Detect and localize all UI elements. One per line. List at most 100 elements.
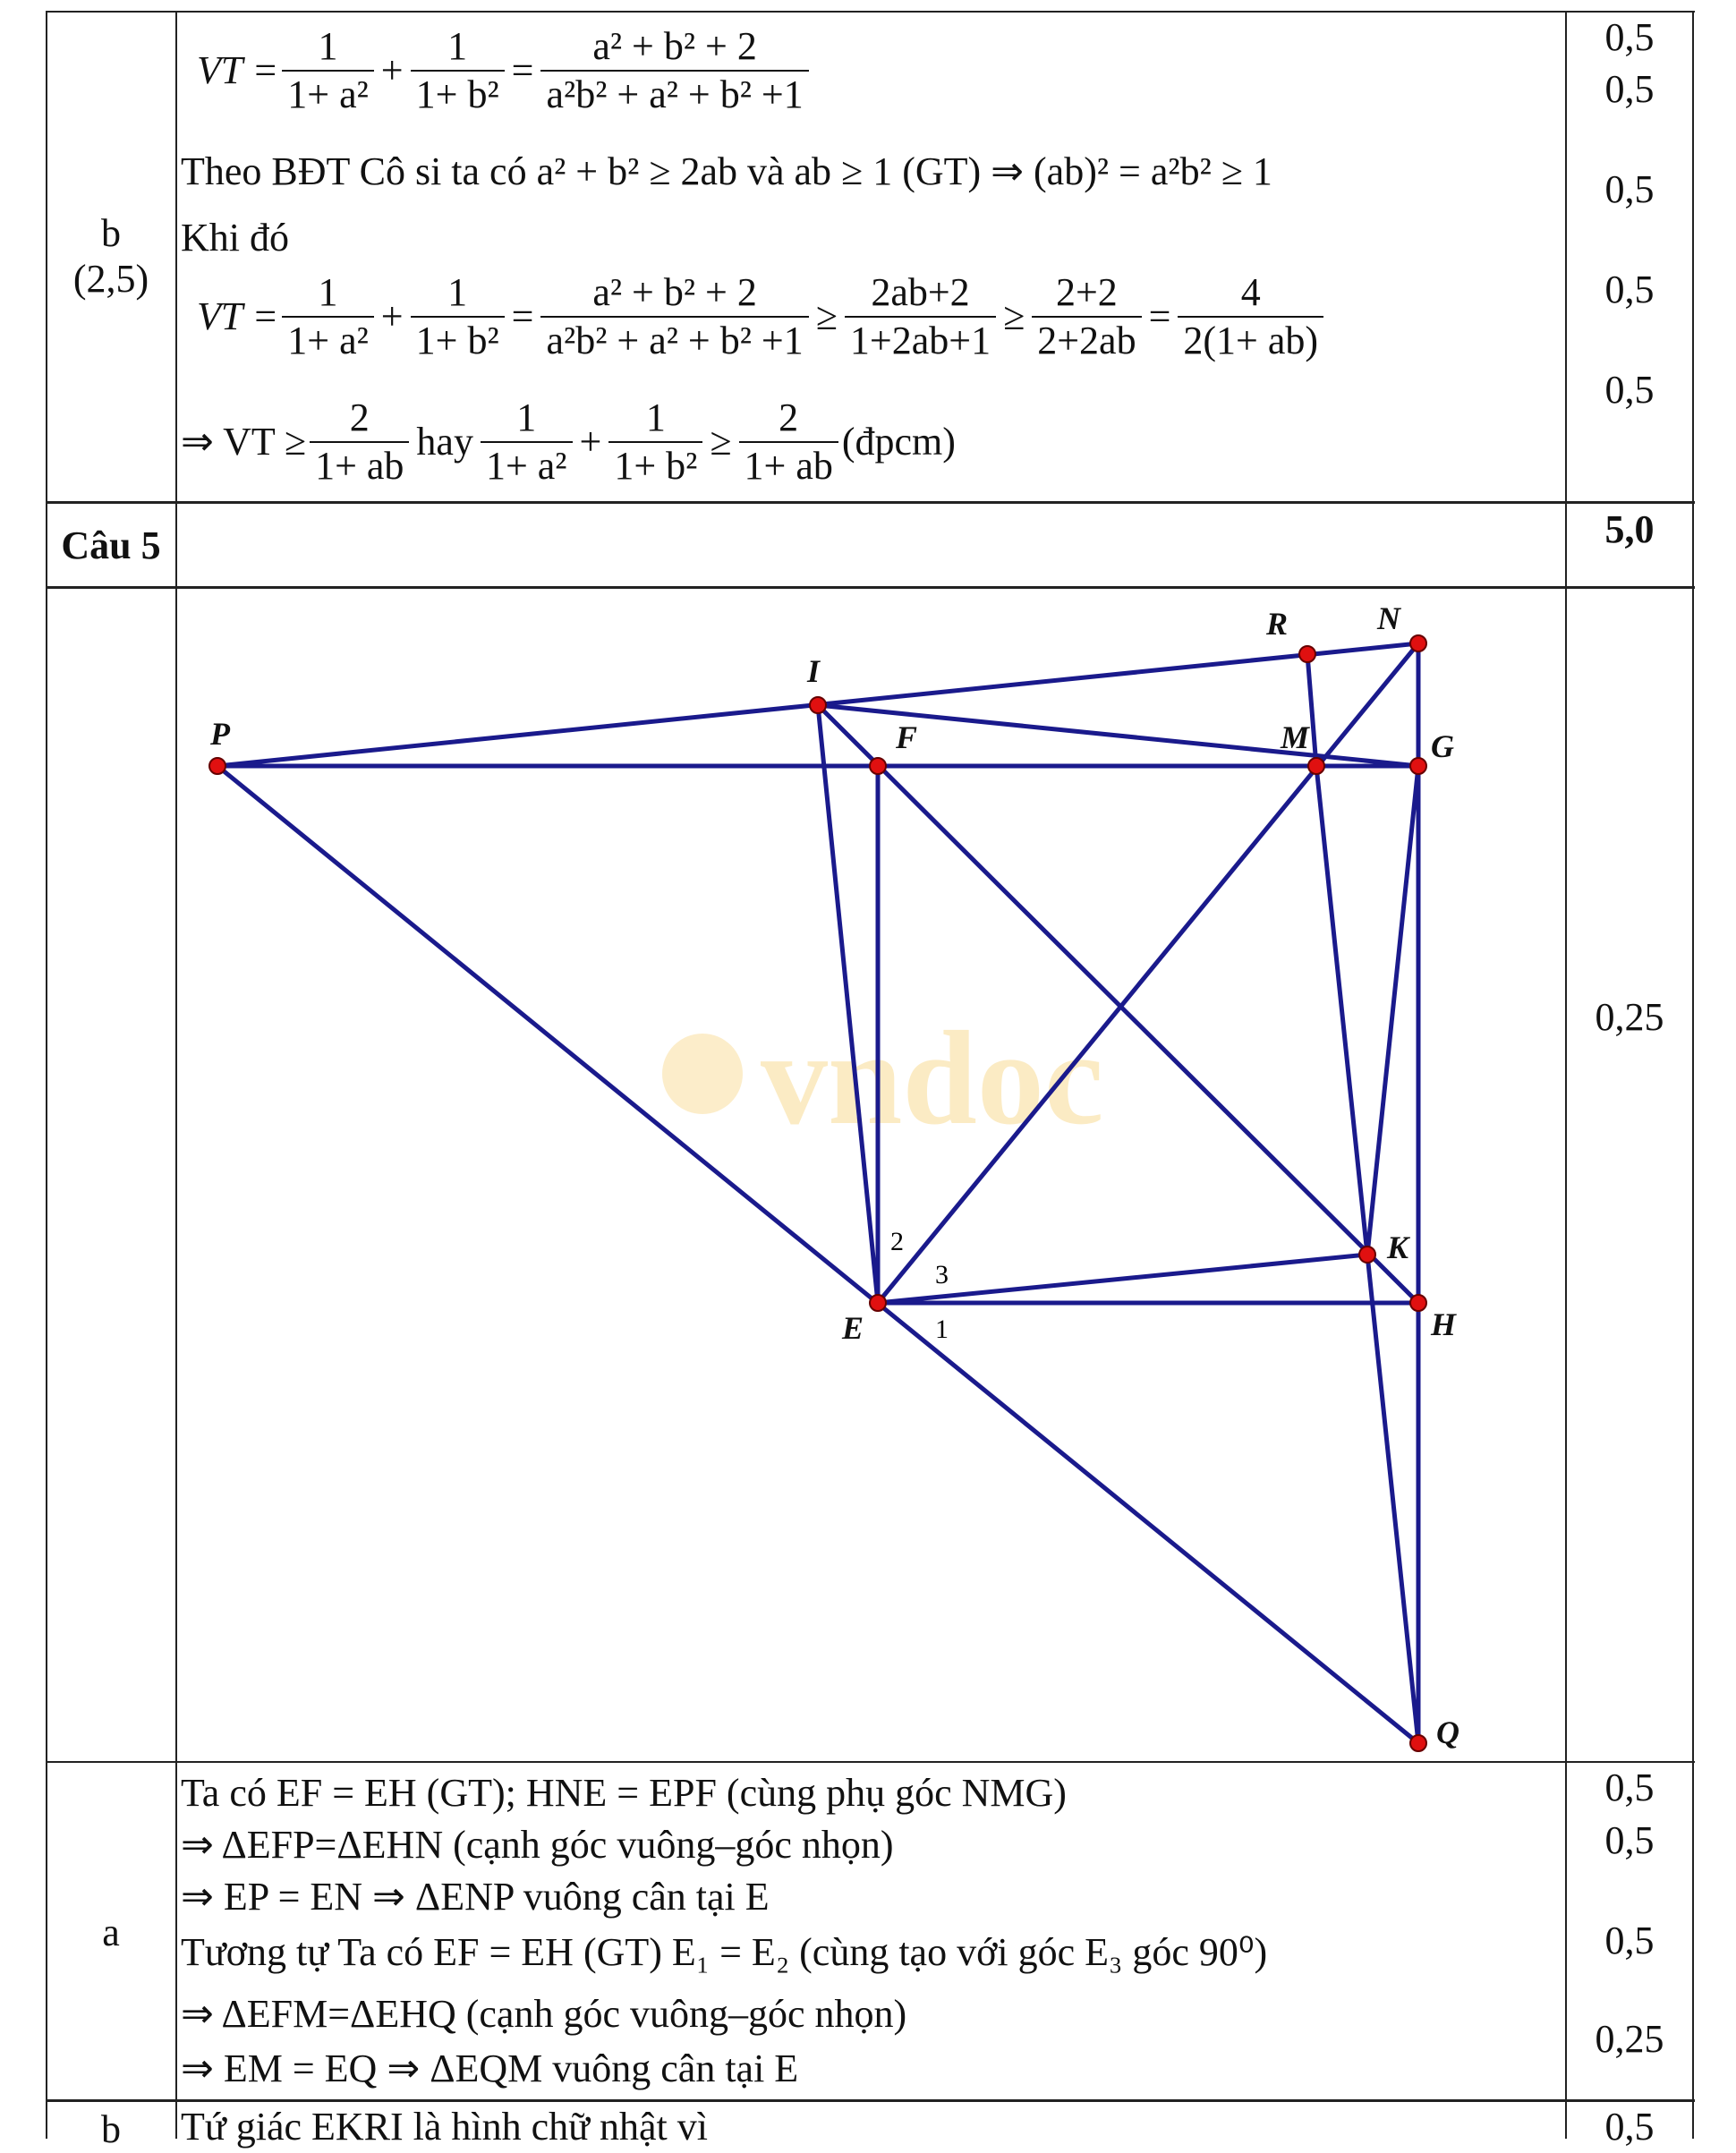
fraction: 2 1+ ab	[310, 396, 410, 486]
point-K	[1358, 1246, 1376, 1264]
op: =	[511, 48, 534, 92]
den: 2(1+ ab)	[1178, 316, 1324, 361]
op: ≥	[1003, 294, 1025, 338]
text-line: Khi đó	[181, 216, 289, 260]
score: 0,5	[1604, 1919, 1655, 1962]
num: 1	[318, 24, 338, 68]
col-divider	[1565, 11, 1567, 2139]
num: 4	[1240, 270, 1261, 314]
point-label-N: N	[1376, 600, 1402, 636]
score: 0,5	[1604, 2105, 1655, 2149]
score: 0,5	[1604, 167, 1655, 211]
fraction: 4 2(1+ ab)	[1178, 270, 1324, 361]
row-divider	[46, 2099, 1695, 2102]
score: 0,5	[1604, 15, 1655, 59]
num: 1	[516, 396, 537, 439]
fraction: 2 1+ ab	[738, 396, 838, 486]
text-line: ⇒ EP = EN ⇒ ΔENP vuông cân tại E	[181, 1875, 770, 1919]
point-label-E: E	[841, 1310, 864, 1346]
den: 1+ ab	[310, 441, 410, 486]
num: 1	[645, 396, 666, 439]
question-label: Câu 5	[61, 523, 161, 567]
point-label-F: F	[895, 719, 917, 755]
label-points: (2,5)	[72, 256, 149, 301]
num: a² + b² + 2	[592, 24, 757, 68]
angle-label-3: 3	[935, 1260, 949, 1289]
fraction: 1 1+ a²	[282, 27, 374, 115]
fraction: 2+2 2+2ab	[1032, 270, 1142, 361]
segment-EN	[876, 642, 1420, 1305]
segment-PQ	[216, 764, 1420, 1745]
word: hay	[416, 420, 473, 464]
num: 1	[447, 270, 468, 314]
op: +	[380, 48, 404, 92]
point-label-M: M	[1280, 719, 1311, 755]
den: a²b² + a² + b² +1	[540, 316, 809, 361]
score: 0,5	[1604, 67, 1655, 111]
num: 1	[318, 270, 338, 314]
point-M	[1307, 757, 1325, 775]
formula-vt-1: VT = 1 1+ a² + 1 1+ b² = a² + b² + 2 a²b² +…	[197, 27, 813, 115]
den: 1+ a²	[480, 441, 573, 486]
den: a²b² + a² + b² +1	[540, 70, 809, 115]
fraction: 1 1+ a²	[480, 396, 573, 486]
point-label-I: I	[806, 653, 821, 689]
question-score: 5,0	[1604, 507, 1655, 551]
num: 2ab+2	[871, 270, 970, 314]
den: 1+ b²	[410, 70, 505, 115]
row-divider	[46, 1761, 1695, 1763]
point-H	[1409, 1294, 1427, 1312]
op: +	[579, 420, 602, 464]
part-label-a: a	[102, 1910, 120, 1954]
text-line: ⇒ ΔEFM=ΔEHQ (cạnh góc vuông–góc nhọn)	[181, 1992, 907, 2036]
den: 2+2ab	[1032, 316, 1142, 361]
point-label-Q: Q	[1436, 1715, 1459, 1750]
fraction: 1 1+ b²	[410, 24, 505, 115]
angle-label-1: 1	[935, 1315, 949, 1344]
segment-KG	[1365, 765, 1421, 1255]
den: 1+ a²	[282, 316, 374, 361]
vt: ⇒ VT ≥	[181, 420, 307, 464]
formula-vt-2: VT = 1 1+ a² + 1 1+ b² = a² + b² + 2 a²b² +…	[197, 273, 1327, 361]
fraction: 2ab+2 1+2ab+1	[844, 270, 997, 361]
text-line: Tứ giác EKRI là hình chữ nhật vì	[181, 2105, 708, 2149]
num: 2	[349, 396, 370, 439]
segment-RM	[1305, 653, 1319, 767]
word: (đpcm)	[841, 420, 956, 464]
score: 0,5	[1604, 1766, 1655, 1809]
den: 1+ b²	[608, 441, 703, 486]
den: 1+2ab+1	[844, 316, 997, 361]
score: 0,5	[1604, 268, 1655, 311]
point-E	[869, 1294, 887, 1312]
fraction: a² + b² + 2 a²b² + a² + b² +1	[540, 273, 809, 361]
angle-label-2: 2	[890, 1227, 904, 1256]
formula-conclusion: ⇒ VT ≥ 2 1+ ab hay 1 1+ a² + 1 1+ b² ≥ 2 1+ …	[181, 398, 956, 486]
num: 2+2	[1055, 270, 1118, 314]
num: 2	[779, 396, 799, 439]
segment-IE	[815, 704, 881, 1304]
point-label-G: G	[1431, 728, 1454, 764]
col-divider	[175, 11, 177, 2139]
num: 1	[447, 24, 468, 68]
fraction: 1 1+ b²	[608, 396, 703, 486]
op: =	[1148, 294, 1171, 338]
score: 0,5	[1604, 368, 1655, 412]
point-I	[809, 696, 827, 714]
point-R	[1298, 645, 1316, 663]
text-line: Theo BĐT Cô si ta có a² + b² ≥ 2ab và ab…	[181, 149, 1272, 193]
op: ≥	[815, 294, 838, 338]
text-line: Tương tự Ta có EF = EH (GT) E₁ = E₂ (cùn…	[181, 1930, 1268, 1974]
vt: VT =	[197, 48, 279, 92]
point-label-H: H	[1430, 1306, 1457, 1342]
part-label-b: b	[101, 2107, 121, 2151]
den: 1+ a²	[282, 70, 374, 115]
col-divider	[1692, 11, 1694, 2139]
den: 1+ b²	[410, 316, 505, 361]
den: 1+ ab	[738, 441, 838, 486]
fraction: 1 1+ b²	[410, 270, 505, 361]
point-label-K: K	[1386, 1230, 1411, 1265]
label-b: b	[101, 211, 121, 255]
col-divider	[46, 11, 47, 2139]
point-label-R: R	[1265, 606, 1288, 642]
